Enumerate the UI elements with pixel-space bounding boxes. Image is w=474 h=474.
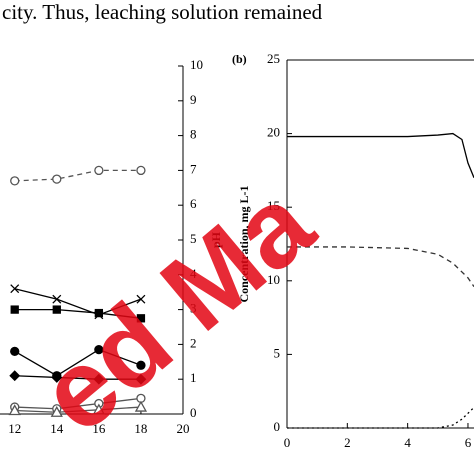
marker	[136, 360, 146, 370]
y-tick-label: 0	[190, 405, 197, 420]
watermark: ed Ma	[17, 161, 335, 456]
series-line	[14, 406, 141, 413]
x-tick-label: 0	[284, 435, 291, 450]
marker	[51, 372, 63, 383]
x-tick-label: 18	[134, 421, 147, 436]
marker	[134, 400, 148, 412]
x-tick-label: 2	[344, 435, 351, 450]
y-tick-label: 3	[190, 301, 197, 316]
y-tick-label: 5	[274, 345, 281, 360]
y-tick-label: 7	[190, 161, 197, 176]
y-axis-label: pH	[209, 231, 223, 248]
y-tick-label: 5	[190, 231, 197, 246]
x-tick-label: 16	[92, 421, 106, 436]
y-tick-label: 10	[190, 57, 203, 72]
y-axis-label: Concentration, mg L-1	[237, 186, 251, 303]
marker	[10, 346, 20, 357]
x-tick-label: 4	[404, 435, 411, 450]
marker	[52, 294, 62, 304]
y-tick-label: 15	[267, 198, 280, 213]
y-tick-label: 1	[190, 370, 197, 385]
series-line	[287, 406, 474, 429]
y-tick-label: 25	[267, 51, 280, 66]
series-line	[14, 169, 141, 182]
marker	[136, 314, 146, 323]
y-tick-label: 8	[190, 127, 197, 142]
panel-label: (b)	[232, 52, 247, 66]
x-tick-label: 6	[465, 435, 472, 450]
marker	[9, 370, 21, 382]
marker	[52, 305, 61, 314]
marker	[136, 165, 146, 176]
marker	[93, 373, 105, 385]
x-tick-label: 14	[50, 421, 64, 436]
series-line	[14, 348, 142, 377]
y-tick-label: 6	[190, 196, 197, 211]
marker	[10, 305, 19, 314]
series-line	[14, 397, 142, 410]
y-tick-label: 20	[267, 125, 280, 140]
marker	[136, 294, 146, 304]
marker	[8, 404, 21, 416]
series-line	[287, 246, 474, 288]
series-line	[14, 375, 141, 380]
caption: city. Thus, leaching solution remained	[2, 0, 323, 24]
marker	[94, 165, 104, 176]
marker	[94, 344, 104, 355]
marker	[10, 176, 20, 186]
y-tick-label: 4	[190, 266, 197, 281]
x-tick-label: 12	[8, 421, 21, 436]
marker	[52, 174, 62, 184]
marker	[50, 405, 63, 417]
y-tick-label: 10	[267, 272, 280, 287]
y-tick-label: 2	[190, 335, 197, 350]
series-line	[14, 308, 142, 319]
marker	[92, 403, 105, 415]
marker	[10, 284, 20, 294]
marker	[135, 373, 147, 385]
marker	[94, 308, 104, 318]
series-line	[14, 288, 142, 316]
series-line	[287, 132, 474, 179]
y-tick-label: 0	[274, 419, 281, 434]
x-tick-label: 20	[177, 421, 190, 436]
y-tick-label: 9	[190, 92, 197, 107]
